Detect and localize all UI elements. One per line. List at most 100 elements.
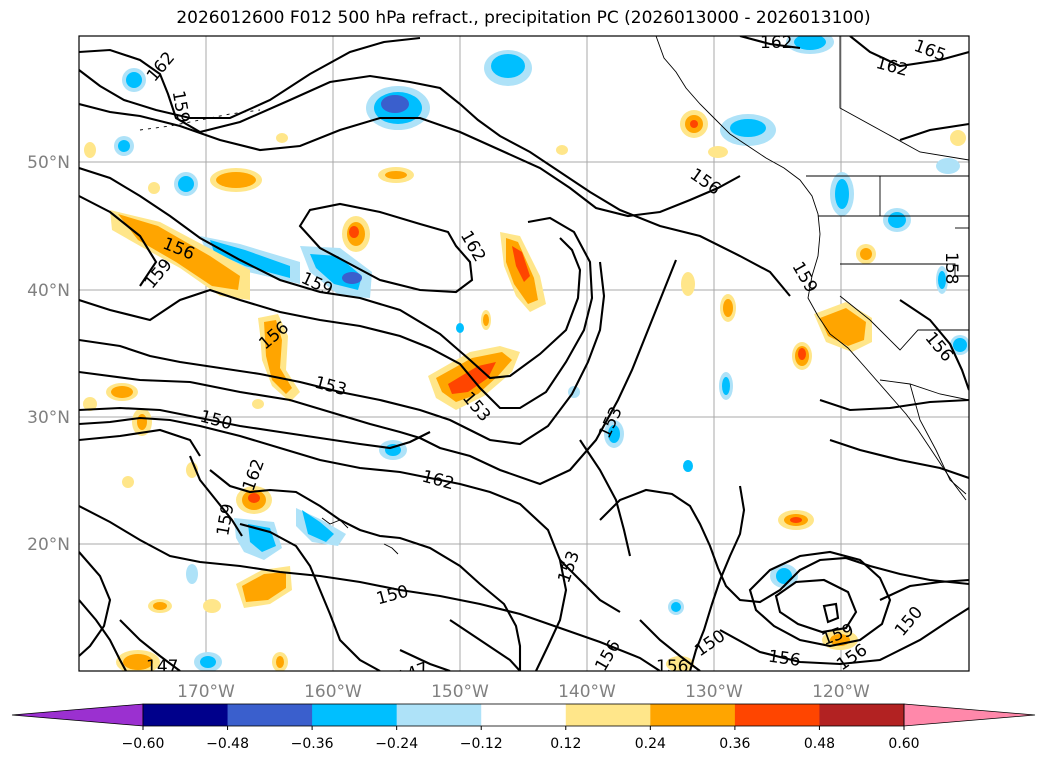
contour-line [79, 261, 606, 446]
precip-patch [708, 146, 728, 158]
precip-patch [512, 246, 530, 282]
contour-label: 156 [656, 657, 688, 677]
contour-line [79, 428, 201, 457]
colorbar-tick-label: −0.36 [291, 736, 334, 752]
precip-patch [794, 36, 826, 50]
contour-label: 156 [767, 647, 802, 671]
colorbar-segment [227, 704, 313, 726]
colorbar-tick-label: −0.60 [122, 736, 165, 752]
contour-line [79, 102, 741, 218]
colorbar-tick-label: 0.60 [888, 736, 919, 752]
lon-label-140w: 140°W [558, 682, 616, 702]
precip-patch [722, 377, 730, 395]
precip-patch [798, 348, 806, 360]
precip-shading [83, 36, 969, 671]
state-border [840, 263, 969, 277]
colorbar-segment [312, 704, 398, 726]
precip-patch [178, 176, 194, 192]
contour-line [819, 398, 969, 412]
precip-patch [216, 172, 256, 188]
colorbar-tick-label: −0.12 [460, 736, 503, 752]
lon-label-160w: 160°W [304, 682, 362, 702]
contour-line [774, 578, 858, 634]
contour-line [79, 48, 791, 297]
contour-label: 147 [146, 657, 178, 677]
precip-patch [730, 119, 766, 137]
contour-line [822, 602, 840, 624]
precip-patch [122, 476, 134, 488]
precip-patch [210, 240, 290, 278]
lat-label-50n: 50°N [27, 153, 70, 173]
precip-patch [276, 133, 288, 143]
contour-line [79, 167, 582, 380]
precip-patch [723, 299, 733, 317]
precip-patch [200, 656, 216, 668]
precip-patch [126, 72, 142, 88]
contour-line [639, 619, 701, 671]
coastlines [139, 36, 969, 555]
precip-patch [820, 308, 866, 346]
contour-line [79, 505, 661, 671]
precip-patch [276, 656, 284, 668]
precip-patch [953, 338, 967, 352]
precip-patch [84, 142, 96, 158]
precip-patch [690, 120, 698, 128]
lon-label-150w: 150°W [431, 682, 489, 702]
map-panel: 162 165 162 162 159 156 156 159 159 156 … [78, 35, 970, 677]
precip-patch [148, 182, 160, 194]
precip-patch [342, 272, 362, 284]
state-border [839, 295, 969, 351]
precip-patch [666, 656, 694, 671]
map-title: 2026012600 F012 500 hPa refract., precip… [176, 8, 871, 28]
hawaii-islands [383, 543, 399, 555]
precip-patch [381, 95, 409, 113]
precip-patch [608, 425, 620, 443]
precip-patch [153, 602, 167, 610]
contour-line [688, 485, 746, 671]
colorbar-tick-label: 0.12 [550, 736, 581, 752]
contour-line [79, 551, 112, 657]
contour-line [239, 522, 381, 671]
colorbar-segment [650, 704, 736, 726]
precip-patch [118, 140, 130, 152]
precip-patch [302, 510, 334, 542]
hawaii-islands [321, 517, 349, 529]
precip-patch [123, 654, 153, 670]
precip-patch [776, 568, 792, 584]
contour-line [449, 619, 521, 671]
precip-patch [483, 314, 489, 326]
colorbar-tick-label: −0.24 [375, 736, 418, 752]
contour-line [739, 36, 801, 50]
lat-label-40n: 40°N [27, 281, 70, 301]
precip-patch [83, 397, 97, 411]
latitude-axis: 50°N 40°N 30°N 20°N [27, 153, 70, 555]
colorbar-segment [565, 704, 651, 726]
map-frame [78, 35, 970, 672]
precip-patch [790, 517, 802, 523]
precip-patch [556, 145, 568, 155]
longitude-axis: 170°W 160°W 150°W 140°W 130°W 120°W [177, 682, 870, 702]
lon-label-170w: 170°W [177, 682, 235, 702]
colorbar-extend-max [903, 703, 1036, 727]
precip-patch [111, 386, 133, 398]
colorbar-segment [481, 704, 567, 726]
contour-line [399, 649, 451, 671]
contour-line [599, 488, 969, 604]
contour-line [79, 599, 127, 671]
contour-line [79, 406, 431, 450]
contour-line [119, 619, 181, 671]
colorbar-tick-label: 0.48 [804, 736, 835, 752]
precip-patch [248, 493, 260, 503]
refractivity-contours [79, 36, 969, 671]
colorbar-segment [734, 704, 820, 726]
contour-label: 158 [941, 252, 961, 284]
precip-patch [491, 54, 525, 78]
colorbar-tick-label: 0.36 [719, 736, 750, 752]
precip-patch [835, 179, 849, 209]
colorbar-segment [819, 704, 905, 726]
lon-label-120w: 120°W [812, 682, 870, 702]
precip-patch [683, 460, 693, 472]
contour-line [849, 36, 969, 68]
precip-patch [681, 272, 695, 296]
contour-line [79, 36, 421, 120]
